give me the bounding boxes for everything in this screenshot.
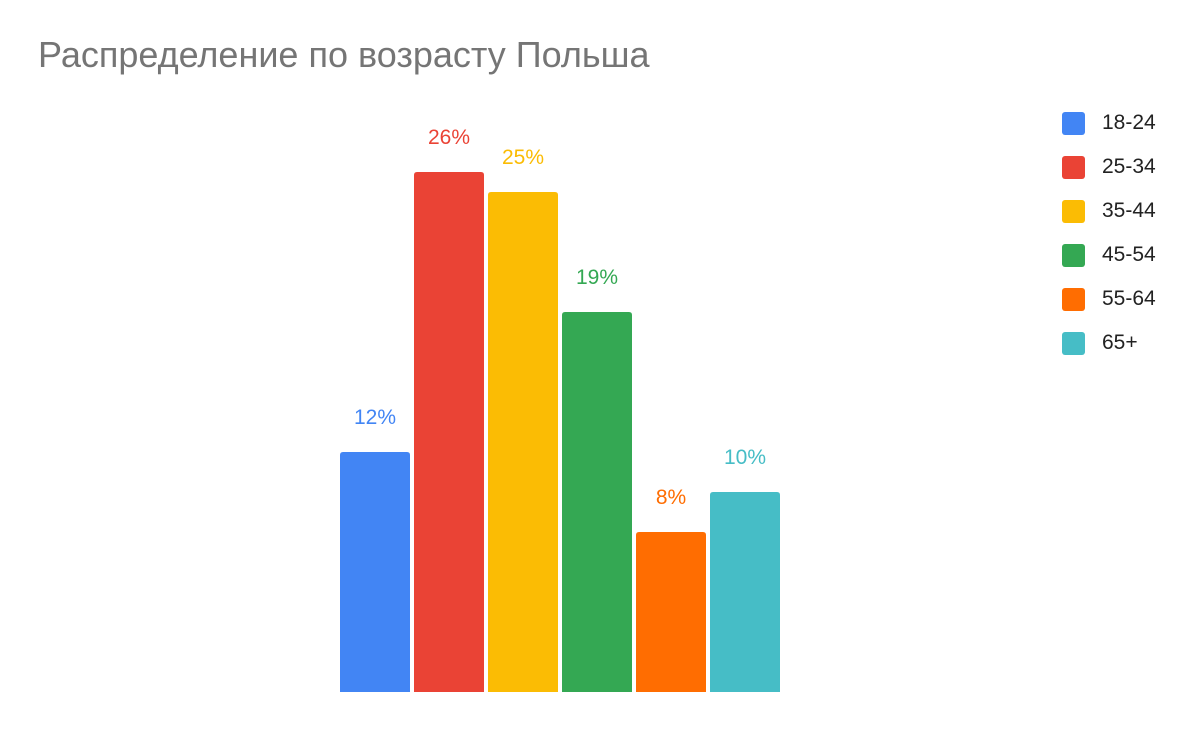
- data-label-25-34: 26%: [428, 126, 470, 149]
- bar-25-34[interactable]: [414, 172, 484, 692]
- legend-item-45-54[interactable]: 45-54: [1062, 233, 1156, 277]
- legend-swatch-45-54: [1062, 243, 1085, 267]
- bar-35-44[interactable]: [488, 192, 558, 692]
- legend-swatch-55-64: [1062, 287, 1085, 311]
- bar-45-54[interactable]: [562, 312, 632, 692]
- bar-55-64[interactable]: [636, 532, 706, 692]
- legend-label-25-34: 25-34: [1102, 155, 1156, 178]
- legend-item-35-44[interactable]: 35-44: [1062, 189, 1156, 233]
- legend-swatch-35-44: [1062, 199, 1085, 223]
- chart-legend: 18-24 25-34 35-44 45-54 55-64 65+: [1062, 101, 1156, 365]
- legend-label-45-54: 45-54: [1102, 243, 1156, 266]
- legend-label-65+: 65+: [1102, 331, 1138, 354]
- legend-label-35-44: 35-44: [1102, 199, 1156, 222]
- legend-label-55-64: 55-64: [1102, 287, 1156, 310]
- data-label-55-64: 8%: [656, 486, 686, 509]
- legend-item-18-24[interactable]: 18-24: [1062, 101, 1156, 145]
- data-label-35-44: 25%: [502, 146, 544, 169]
- legend-swatch-65+: [1062, 331, 1085, 355]
- legend-item-65+[interactable]: 65+: [1062, 321, 1156, 365]
- bar-18-24[interactable]: [340, 452, 410, 692]
- legend-item-55-64[interactable]: 55-64: [1062, 277, 1156, 321]
- legend-swatch-18-24: [1062, 111, 1085, 135]
- chart-title: Распределение по возрасту Польша: [38, 34, 650, 75]
- legend-label-18-24: 18-24: [1102, 111, 1156, 134]
- legend-item-25-34[interactable]: 25-34: [1062, 145, 1156, 189]
- legend-swatch-25-34: [1062, 155, 1085, 179]
- data-label-18-24: 12%: [354, 406, 396, 429]
- bar-65+[interactable]: [710, 492, 780, 692]
- data-label-65+: 10%: [724, 446, 766, 469]
- data-label-45-54: 19%: [576, 266, 618, 289]
